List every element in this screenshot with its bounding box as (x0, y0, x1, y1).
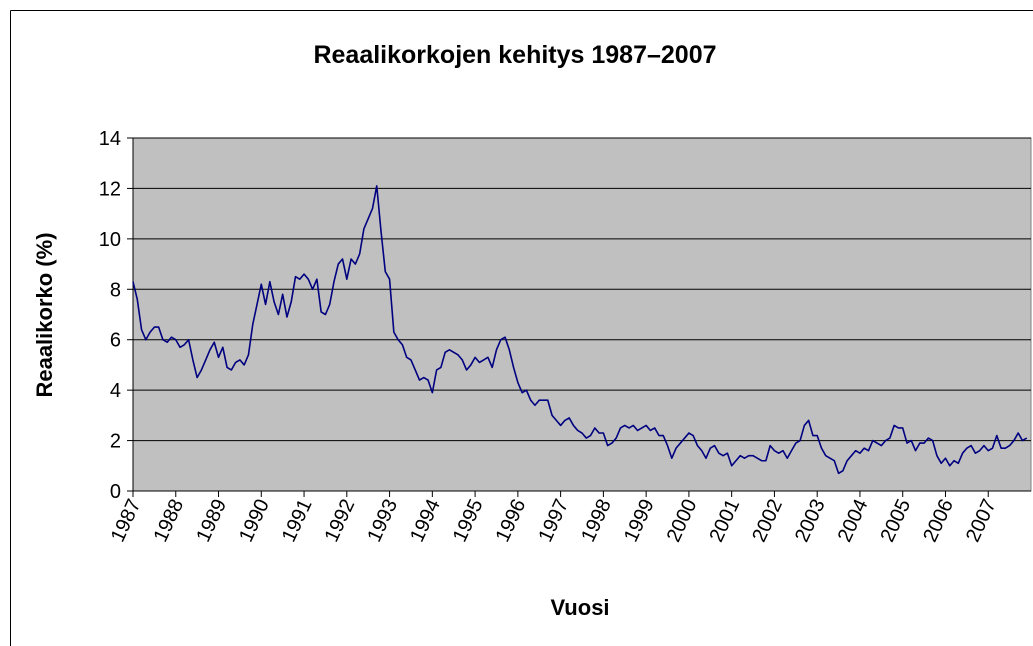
chart-title: Reaalikorkojen kehitys 1987–2007 (313, 41, 716, 69)
x-tick-label: 2004 (834, 496, 873, 546)
y-tick-label: 10 (99, 229, 121, 251)
x-tick-label: 1990 (235, 496, 274, 546)
x-tick-label: 1991 (278, 496, 317, 546)
x-tick-label: 1988 (150, 496, 189, 546)
x-tick-label: 2000 (663, 496, 702, 546)
y-tick-label: 4 (110, 380, 121, 402)
x-tick-label: 2003 (791, 496, 830, 546)
x-tick-label: 1999 (620, 496, 659, 546)
x-tick-label: 1995 (449, 496, 488, 546)
y-tick-label: 0 (110, 481, 121, 503)
x-tick-label: 1992 (321, 496, 360, 546)
x-tick-label: 2006 (919, 496, 958, 546)
x-tick-label: 1997 (534, 496, 573, 546)
x-tick-label: 2005 (877, 496, 916, 546)
y-tick-label: 8 (110, 279, 121, 301)
x-tick-label: 2001 (705, 496, 744, 546)
y-tick-label: 2 (110, 431, 121, 453)
y-axis-title: Reaalikorko (%) (32, 232, 57, 397)
x-tick-label: 1998 (577, 496, 616, 546)
y-tick-label: 14 (99, 128, 121, 150)
x-tick-label: 2007 (962, 496, 1001, 546)
x-axis-title: Vuosi (550, 595, 609, 620)
y-tick-label: 12 (99, 178, 121, 200)
x-tick-label: 1993 (363, 496, 402, 546)
plot-area (132, 137, 1032, 492)
x-tick-label: 1996 (492, 496, 531, 546)
x-tick-label: 1987 (107, 496, 146, 546)
x-tick-label: 1989 (192, 496, 231, 546)
x-tick-label: 1994 (406, 496, 445, 546)
x-tick-label: 2002 (748, 496, 787, 546)
y-tick-label: 6 (110, 330, 121, 352)
data-line (132, 185, 1028, 475)
